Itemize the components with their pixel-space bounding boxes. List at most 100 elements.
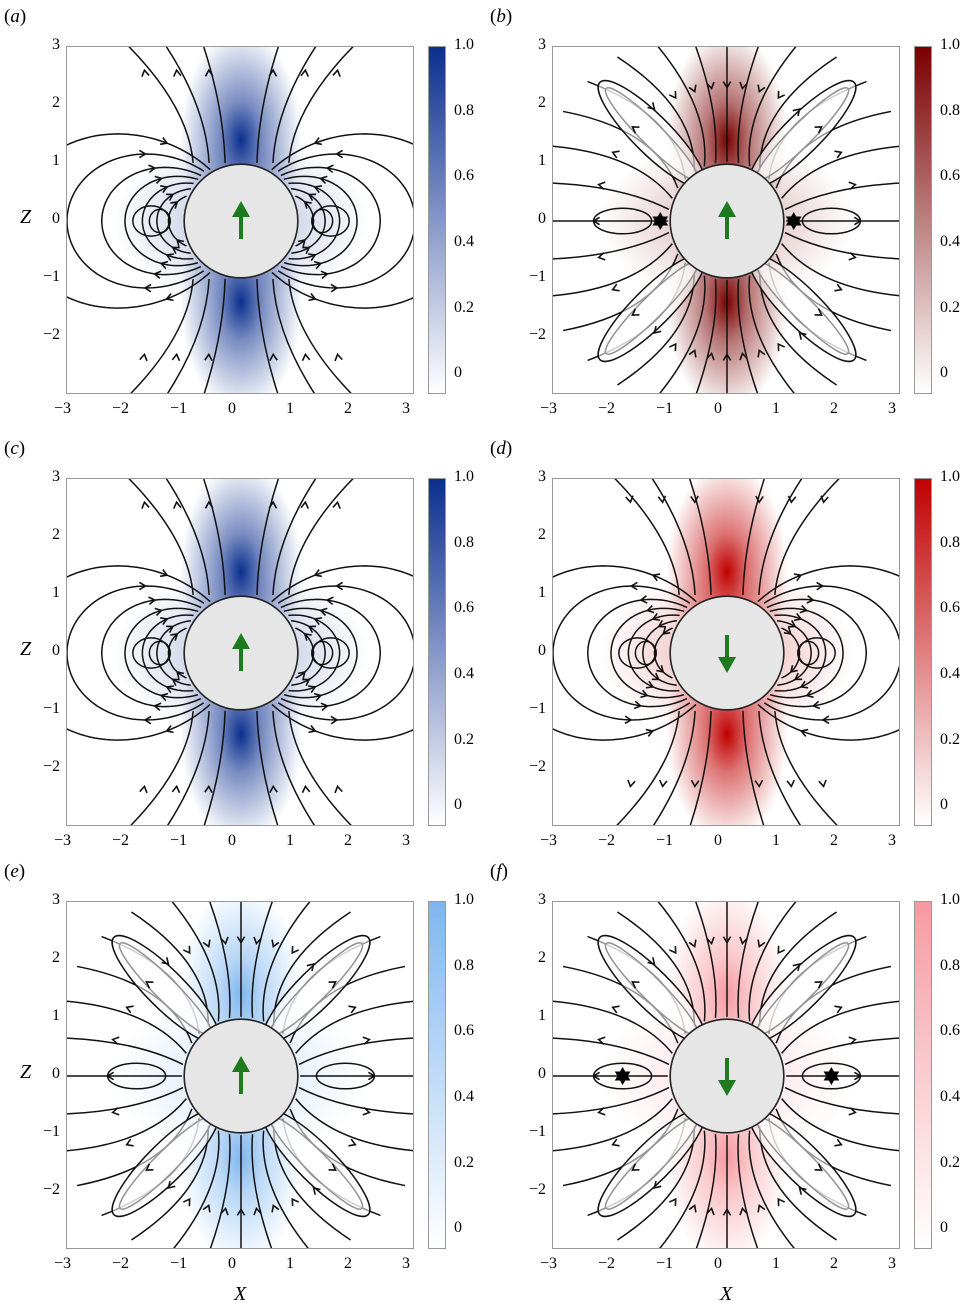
streamline-arrow	[688, 84, 697, 93]
colorbar-tick-label: 0.6	[940, 167, 960, 185]
x-tick-label: −3	[54, 1255, 72, 1272]
x-tick-label: −2	[598, 1255, 616, 1272]
z-tick-label: 0	[52, 642, 60, 659]
streamline	[553, 565, 697, 741]
streamline	[209, 902, 231, 1019]
streamline	[141, 614, 194, 692]
streamline-arrow	[176, 670, 185, 679]
streamline-arrow	[334, 352, 343, 362]
streamline-arrow	[170, 632, 179, 641]
streamline-arrow	[651, 573, 661, 582]
panel-label: (c)	[4, 438, 26, 459]
streamline-arrow	[160, 184, 169, 194]
x-tick-label: −1	[170, 832, 188, 849]
streamline	[781, 145, 899, 199]
z-tick-label: −1	[528, 268, 546, 285]
streamline	[769, 607, 844, 699]
x-tick-label: 1	[286, 832, 294, 849]
z-tick-label: −2	[42, 758, 60, 775]
streamline-arrow	[629, 581, 638, 591]
streamline-arrow	[739, 352, 748, 361]
streamlines	[67, 479, 413, 825]
panel-label: (d)	[490, 438, 513, 459]
streamline	[695, 902, 717, 1019]
colorbar-tick-label: 0.2	[454, 730, 474, 748]
streamline-arrow	[662, 627, 671, 635]
streamline-arrow	[154, 175, 163, 185]
z-tick-label: 3	[538, 36, 546, 53]
streamline-arrow	[271, 1204, 280, 1213]
streamline-arrow	[656, 665, 665, 674]
streamline	[781, 243, 899, 297]
streamline-arrow	[787, 495, 797, 504]
streamline	[652, 710, 696, 825]
streamline	[618, 637, 657, 669]
streamline-arrow	[171, 678, 180, 687]
streamline-arrow	[165, 685, 174, 694]
streamline-arrow	[348, 1138, 357, 1147]
streamline-arrow	[799, 604, 809, 614]
x-axis-title: X	[234, 1283, 247, 1305]
streamline	[748, 47, 797, 167]
streamline-arrow	[306, 962, 315, 972]
streamline-arrow	[165, 625, 175, 634]
x-tick-label: −2	[598, 832, 616, 849]
streamline-arrow	[777, 1197, 786, 1207]
streamline-arrow	[308, 253, 317, 262]
streamline	[256, 278, 279, 393]
streamline-arrow	[814, 308, 823, 316]
streamline-arrow	[328, 1163, 337, 1171]
streamline-arrows	[592, 81, 862, 361]
streamline-arrow	[160, 616, 169, 626]
streamline-arrow	[335, 581, 344, 591]
streamline-arrow	[848, 252, 857, 261]
streamline-arrow	[739, 81, 748, 90]
x-tick-label: 3	[888, 832, 896, 849]
streamline-arrow	[611, 283, 620, 292]
z-tick-label: 1	[52, 584, 60, 601]
x-tick-label: −1	[170, 1255, 188, 1272]
streamline	[781, 1000, 899, 1054]
x-tick-label: −1	[656, 1255, 674, 1272]
streamline-arrow	[313, 184, 322, 194]
arrow-up-icon	[232, 1056, 250, 1094]
streamline-arrow	[308, 292, 317, 302]
streamline-arrow	[820, 495, 829, 504]
panel-label: (e)	[4, 861, 26, 882]
colorbar-tick-label: 0.2	[940, 298, 960, 316]
streamline	[67, 1037, 184, 1066]
x-tick-label: −3	[540, 400, 558, 417]
z-tick-label: 3	[52, 468, 60, 485]
streamline-arrow	[125, 1005, 134, 1014]
streamline-arrow	[202, 1204, 211, 1213]
colorbar-tick-label: 1.0	[940, 36, 960, 53]
x-tick-label: 1	[286, 1255, 294, 1272]
streamline-arrow	[722, 1207, 732, 1216]
streamline	[295, 1098, 413, 1152]
colorbar	[914, 46, 932, 394]
x-tick-label: −1	[656, 400, 674, 417]
streamline-arrow	[816, 581, 825, 591]
streamline-arrow	[789, 665, 798, 674]
streamline-arrow	[253, 936, 262, 945]
z-tick-label: 0	[52, 1065, 60, 1082]
streamline	[203, 710, 226, 825]
colorbar-tick-label: 0	[940, 364, 948, 382]
plot-area-a	[66, 46, 414, 394]
streamline-arrow	[722, 352, 732, 361]
streamline	[262, 902, 311, 1022]
streamline-arrow	[313, 616, 322, 626]
colorbar-tick-label: 0.2	[454, 1153, 474, 1171]
streamline-arrow	[647, 957, 656, 966]
streamline-arrow	[138, 149, 147, 159]
streamline-arrow	[668, 1197, 677, 1207]
z-tick-label: 1	[538, 152, 546, 169]
streamline	[757, 565, 899, 741]
streamline	[173, 1130, 220, 1248]
streamline-arrow	[165, 292, 174, 302]
streamline-arrow	[757, 1204, 766, 1213]
streamline	[283, 175, 358, 267]
streamline	[171, 902, 220, 1022]
streamline-arrow	[348, 1005, 357, 1014]
streamline-arrow	[313, 137, 322, 146]
